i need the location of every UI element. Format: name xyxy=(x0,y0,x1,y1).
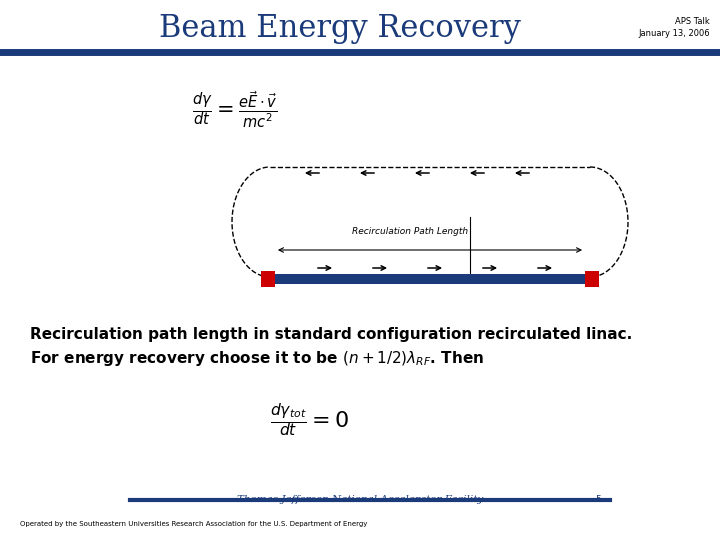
Text: Recirculation path length in standard configuration recirculated linac.: Recirculation path length in standard co… xyxy=(30,327,632,342)
Text: Operated by the Southeastern Universities Research Association for the U.S. Depa: Operated by the Southeastern Universitie… xyxy=(20,521,367,527)
Text: 5: 5 xyxy=(595,496,600,504)
Text: Beam Energy Recovery: Beam Energy Recovery xyxy=(159,12,521,44)
Bar xyxy=(275,274,585,284)
Text: For energy recovery choose it to be $(n + 1/2)\lambda_{RF}$. Then: For energy recovery choose it to be $(n … xyxy=(30,348,484,368)
Text: January 13, 2006: January 13, 2006 xyxy=(639,29,710,37)
Bar xyxy=(585,271,599,287)
Text: Recirculation Path Length: Recirculation Path Length xyxy=(352,227,468,237)
Text: $\frac{d\gamma}{dt} = \frac{e\vec{E}\cdot\vec{v}}{mc^2}$: $\frac{d\gamma}{dt} = \frac{e\vec{E}\cdo… xyxy=(192,90,278,130)
Text: Thomas Jefferson National Accelerator Facility: Thomas Jefferson National Accelerator Fa… xyxy=(237,496,483,504)
Bar xyxy=(261,271,275,287)
Text: $\frac{d\gamma_{tot}}{dt} = 0$: $\frac{d\gamma_{tot}}{dt} = 0$ xyxy=(270,401,350,439)
Text: APS Talk: APS Talk xyxy=(675,17,710,26)
